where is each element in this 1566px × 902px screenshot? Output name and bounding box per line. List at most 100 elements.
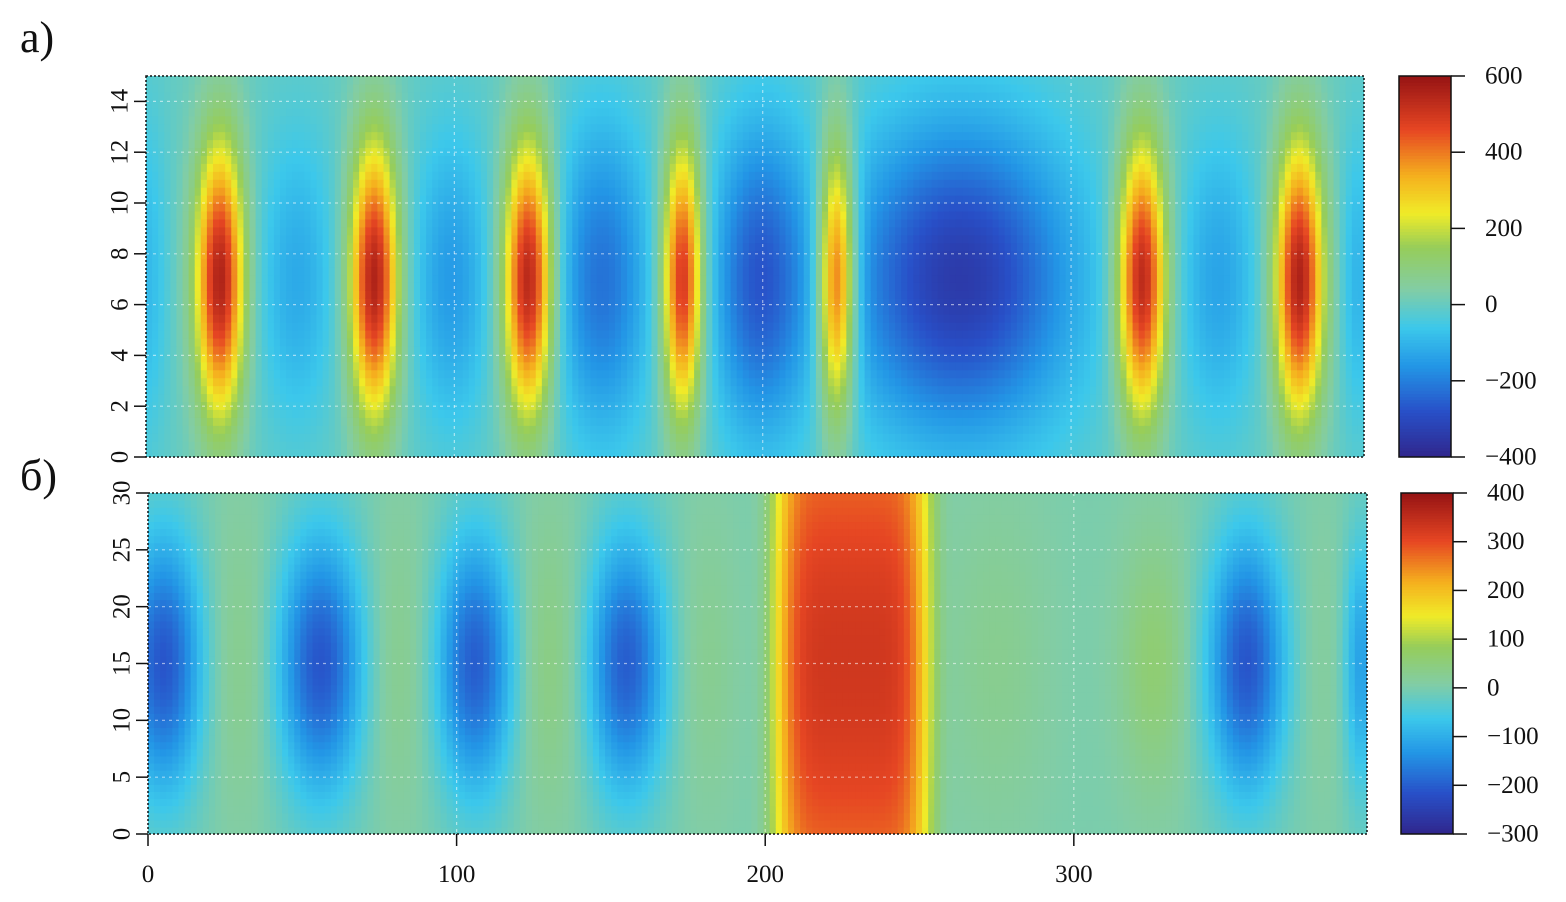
heatmap-cell	[346, 433, 354, 442]
heatmap-cell	[584, 99, 592, 109]
heatmap-cell	[712, 139, 720, 149]
heatmap-cell	[176, 250, 184, 260]
heatmap-cell	[505, 99, 512, 109]
heatmap-cell	[389, 155, 397, 164]
heatmap-cell	[456, 274, 464, 283]
heatmap-cell	[517, 353, 525, 363]
heatmap-cell	[663, 314, 671, 323]
heatmap-cell	[304, 171, 312, 180]
heatmap-cell	[584, 76, 592, 85]
heatmap-cell	[328, 139, 336, 149]
heatmap-cell	[219, 417, 226, 426]
heatmap-cell	[736, 242, 744, 252]
heatmap-cell	[736, 250, 744, 260]
heatmap-cell	[353, 250, 360, 260]
heatmap-cell	[493, 195, 500, 204]
heatmap-cell	[389, 385, 397, 395]
heatmap-cell	[249, 203, 257, 212]
heatmap-cell	[298, 322, 305, 331]
heatmap-cell	[675, 115, 683, 125]
heatmap-cell	[748, 433, 756, 442]
heatmap-cell	[340, 322, 348, 331]
heatmap-cell	[724, 361, 732, 371]
heatmap-cell	[219, 250, 226, 260]
heatmap-cell	[474, 337, 482, 347]
heatmap-cell	[645, 99, 653, 109]
heatmap-cell	[346, 393, 354, 403]
heatmap-cell	[194, 226, 202, 236]
heatmap-cell	[328, 266, 336, 276]
heatmap-cell	[761, 131, 768, 141]
heatmap-cell	[675, 377, 683, 387]
heatmap-cell	[188, 433, 196, 442]
heatmap-cell	[152, 322, 159, 331]
heatmap-cell	[194, 433, 202, 442]
heatmap-cell	[310, 330, 318, 339]
heatmap-cell	[755, 226, 762, 236]
heatmap-cell	[286, 401, 293, 410]
heatmap-cell	[420, 123, 427, 133]
heatmap-cell	[480, 115, 488, 125]
heatmap-cell	[468, 115, 476, 125]
heatmap-cell	[675, 369, 683, 379]
heatmap-cell	[395, 306, 403, 315]
heatmap-cell	[517, 139, 525, 149]
heatmap-cell	[462, 433, 470, 442]
heatmap-cell	[182, 91, 190, 101]
heatmap-cell	[700, 337, 707, 347]
heatmap-cell	[237, 83, 245, 93]
heatmap-cell	[773, 115, 780, 125]
heatmap-cell	[413, 187, 421, 196]
heatmap-cell	[420, 306, 427, 315]
heatmap-cell	[249, 314, 257, 323]
heatmap-cell	[487, 314, 494, 323]
heatmap-cell	[170, 385, 178, 395]
heatmap-cell	[651, 131, 659, 141]
heatmap-cell	[529, 441, 537, 450]
heatmap-cell	[511, 290, 519, 299]
heatmap-cell	[255, 218, 263, 228]
heatmap-cell	[547, 139, 555, 149]
heatmap-cell	[742, 242, 750, 252]
heatmap-cell	[219, 187, 226, 196]
heatmap-cell	[407, 409, 415, 418]
heatmap-cell	[523, 345, 531, 355]
heatmap-cell	[267, 369, 275, 379]
heatmap-cell	[584, 282, 592, 291]
heatmap-cell	[243, 218, 251, 228]
heatmap-cell	[493, 361, 500, 371]
heatmap-cell	[377, 361, 385, 371]
heatmap-cell	[651, 353, 659, 363]
heatmap-cell	[206, 258, 214, 268]
heatmap-cell	[188, 131, 196, 141]
heatmap-cell	[724, 290, 732, 299]
heatmap-cell	[535, 187, 543, 196]
heatmap-cell	[383, 298, 391, 307]
heatmap-cell	[316, 76, 324, 85]
heatmap-cell	[602, 298, 610, 307]
heatmap-cell	[730, 76, 738, 85]
heatmap-cell	[182, 298, 190, 307]
heatmap-cell	[590, 393, 598, 403]
heatmap-cell	[273, 298, 281, 307]
heatmap-cell	[560, 425, 567, 434]
heatmap-cell	[438, 441, 446, 450]
heatmap-cell	[584, 353, 592, 363]
heatmap-cell	[432, 91, 439, 101]
heatmap-cell	[742, 203, 750, 212]
heatmap-cell	[724, 203, 732, 212]
heatmap-cell	[249, 115, 257, 125]
heatmap-cell	[590, 425, 598, 434]
heatmap-cell	[621, 258, 628, 268]
heatmap-cell	[188, 155, 196, 164]
heatmap-cell	[694, 298, 701, 307]
heatmap-cell	[286, 147, 293, 156]
heatmap-cell	[590, 433, 598, 442]
heatmap-cell	[334, 330, 342, 339]
heatmap-cell	[742, 306, 750, 315]
heatmap-cell	[535, 210, 543, 220]
heatmap-cell	[438, 274, 446, 283]
heatmap-cell	[413, 131, 421, 141]
heatmap-cell	[602, 187, 610, 196]
heatmap-cell	[304, 234, 312, 244]
